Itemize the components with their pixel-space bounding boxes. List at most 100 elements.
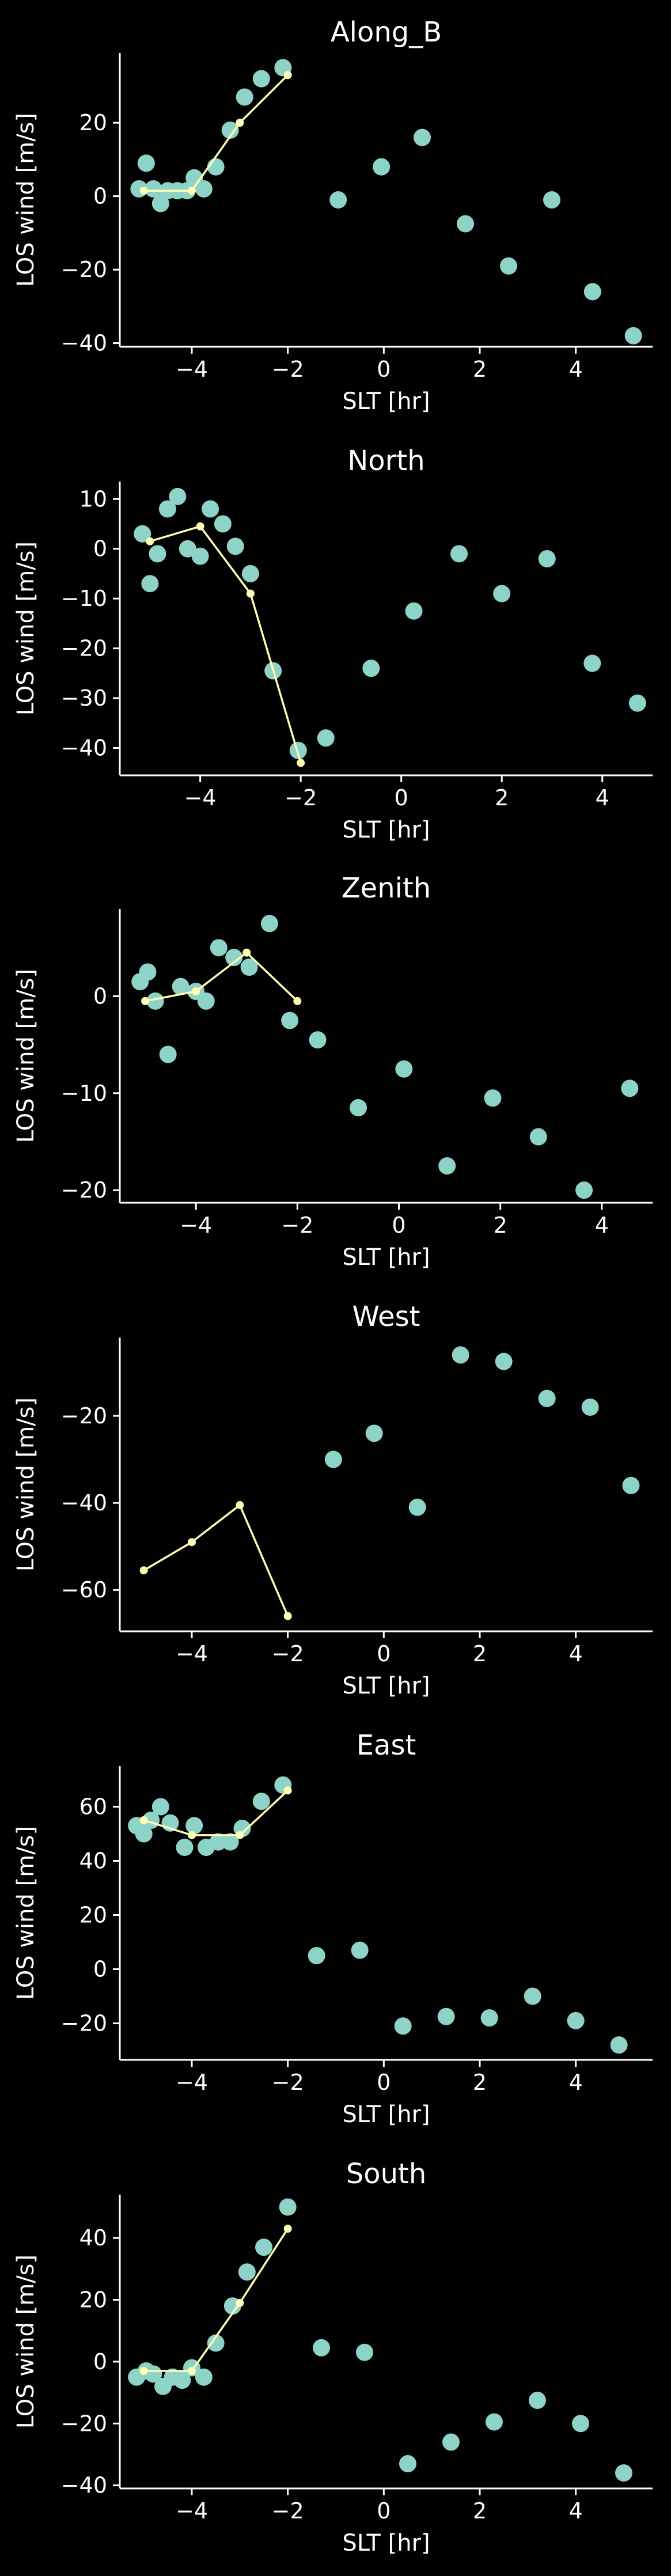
y-tick-label: −40 xyxy=(61,331,107,356)
scatter-point xyxy=(202,500,219,518)
scatter-point xyxy=(500,257,517,275)
scatter-point xyxy=(442,2433,460,2451)
scatter-point xyxy=(317,729,335,747)
scatter-point xyxy=(529,2392,546,2409)
line-marker xyxy=(141,997,150,1005)
x-tick-label: 0 xyxy=(395,785,408,810)
line-marker xyxy=(196,522,204,531)
x-tick-label: 4 xyxy=(569,2070,583,2095)
y-tick-label: 0 xyxy=(93,184,107,209)
scatter-point xyxy=(236,88,253,106)
scatter-point xyxy=(151,1798,169,1816)
scatter-point xyxy=(185,1817,203,1835)
scatter-point xyxy=(179,540,196,558)
x-tick-label: 4 xyxy=(596,785,609,810)
scatter-point xyxy=(289,741,307,759)
scatter-point xyxy=(610,2036,628,2054)
scatter-point xyxy=(324,1450,342,1468)
x-tick-label: 2 xyxy=(494,1213,507,1238)
x-axis-label: SLT [hr] xyxy=(342,2101,430,2128)
scatter-point xyxy=(221,1833,239,1851)
scatter-point xyxy=(210,939,228,957)
scatter-point xyxy=(141,575,159,593)
y-axis-label: LOS wind [m/s] xyxy=(13,2255,39,2429)
line-marker xyxy=(139,1566,148,1575)
model-line xyxy=(143,2228,289,2372)
scatter-point xyxy=(524,1987,541,2005)
y-tick-label: 10 xyxy=(79,486,107,512)
scatter-point xyxy=(281,1012,299,1029)
scatter-point xyxy=(238,2263,256,2281)
y-tick-label: −30 xyxy=(61,685,107,711)
line-marker xyxy=(236,1831,244,1839)
scatter-point xyxy=(145,180,162,198)
scatter-point xyxy=(538,550,556,567)
y-axis-label: LOS wind [m/s] xyxy=(13,969,39,1143)
scatter-point xyxy=(139,963,157,981)
y-tick-label: −10 xyxy=(61,1081,107,1106)
scatter-point xyxy=(572,2415,589,2433)
scatter-point xyxy=(543,191,560,209)
scatter-point xyxy=(308,1947,325,1965)
scatter-point xyxy=(480,2009,498,2027)
scatter-point xyxy=(373,158,391,176)
scatter-point xyxy=(137,154,155,172)
scatter-point xyxy=(255,2238,272,2256)
y-axis-label: LOS wind [m/s] xyxy=(13,113,39,287)
scatter-point xyxy=(495,1353,513,1370)
scatter-point xyxy=(159,1045,177,1063)
y-tick-label: 60 xyxy=(79,1794,107,1820)
x-tick-label: −2 xyxy=(281,1213,313,1238)
line-marker xyxy=(188,187,196,195)
y-tick-label: 0 xyxy=(93,1957,107,1982)
scatter-point xyxy=(151,195,169,213)
model-line xyxy=(143,1790,289,1836)
y-tick-label: 0 xyxy=(93,2349,107,2374)
scatter-point xyxy=(134,525,151,543)
x-tick-label: 2 xyxy=(473,1641,487,1666)
scatter-point xyxy=(221,121,239,139)
scatter-point xyxy=(191,547,209,565)
y-tick-label: 40 xyxy=(79,2225,107,2251)
chart-title: North xyxy=(347,445,424,477)
x-tick-label: −2 xyxy=(272,2070,304,2095)
y-axis-label: LOS wind [m/s] xyxy=(13,1826,39,2000)
y-axis-label: LOS wind [m/s] xyxy=(13,1397,39,1571)
scatter-point xyxy=(169,487,187,505)
scatter-point xyxy=(146,992,164,1010)
scatter-point xyxy=(252,70,270,88)
scatter-point xyxy=(195,180,213,198)
x-tick-label: 4 xyxy=(569,1641,583,1666)
model-line xyxy=(143,1503,289,1617)
x-tick-label: −4 xyxy=(176,2498,208,2524)
scatter-point xyxy=(252,1793,270,1810)
y-tick-label: 20 xyxy=(79,110,107,135)
scatter-point xyxy=(195,2368,213,2386)
line-marker xyxy=(236,119,244,127)
x-tick-label: −2 xyxy=(272,2498,304,2524)
line-marker xyxy=(236,2298,244,2307)
scatter-point xyxy=(583,283,601,301)
scatter-point xyxy=(538,1389,556,1407)
line-marker xyxy=(139,187,148,195)
line-marker xyxy=(188,1538,196,1547)
scatter-point xyxy=(484,1089,502,1107)
x-tick-label: −4 xyxy=(184,785,217,810)
scatter-point xyxy=(395,1060,413,1078)
line-marker xyxy=(283,71,292,79)
x-axis-label: SLT [hr] xyxy=(342,1244,430,1271)
scatter-point xyxy=(438,1157,456,1175)
line-marker xyxy=(192,987,200,996)
scatter-point xyxy=(172,978,189,995)
x-axis-label: SLT [hr] xyxy=(342,2530,430,2556)
line-marker xyxy=(283,1786,292,1795)
scatter-point xyxy=(362,660,380,677)
y-tick-label: −40 xyxy=(61,1490,107,1516)
line-marker xyxy=(139,1816,148,1825)
scatter-point xyxy=(486,2413,503,2431)
chart-title: Along_B xyxy=(331,16,442,48)
x-tick-label: 2 xyxy=(473,2498,487,2524)
